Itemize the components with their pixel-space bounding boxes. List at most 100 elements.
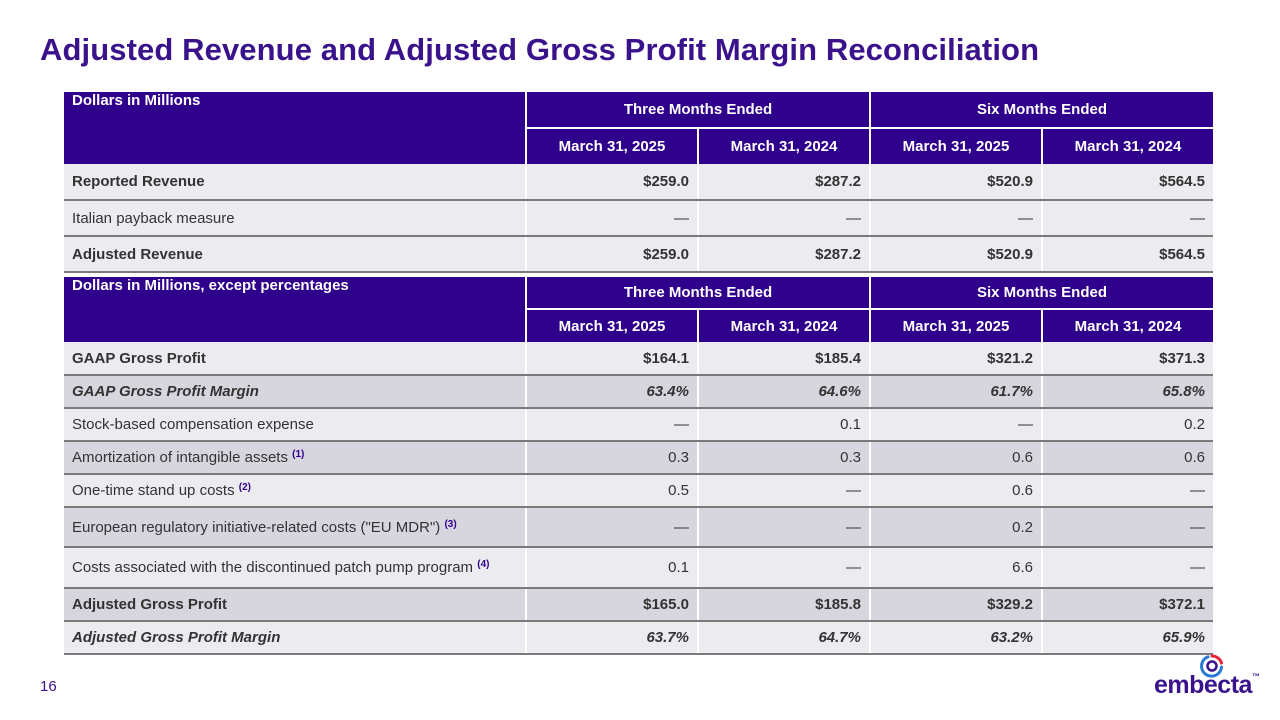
cell-value: $287.2 xyxy=(698,164,871,201)
row-label-text: GAAP Gross Profit Margin xyxy=(72,383,259,400)
cell-value: $259.0 xyxy=(526,164,699,201)
table-row: GAAP Gross Profit Margin 63.4% 64.6% 61.… xyxy=(64,375,1213,409)
row-label: Adjusted Gross Profit Margin xyxy=(64,621,527,655)
cell-value: — xyxy=(698,507,871,548)
cell-value: $259.0 xyxy=(526,236,699,273)
row-label-text: Stock-based compensation expense xyxy=(72,416,314,433)
row-label-text: Adjusted Gross Profit xyxy=(72,596,228,613)
table-header-label: Dollars in Millions, except percentages xyxy=(64,277,527,342)
row-label: GAAP Gross Profit xyxy=(64,342,527,376)
cell-value: $520.9 xyxy=(870,236,1043,273)
column-header: March 31, 2024 xyxy=(1042,309,1213,342)
group-three-months: Three Months Ended xyxy=(526,92,871,129)
trademark-symbol: ™ xyxy=(1251,672,1260,681)
cell-value: 64.6% xyxy=(698,375,871,409)
cell-value: $564.5 xyxy=(1042,236,1213,273)
cell-value: — xyxy=(1042,547,1213,589)
cell-value: 6.6 xyxy=(870,547,1043,589)
cell-value: — xyxy=(526,507,699,548)
row-label: Stock-based compensation expense xyxy=(64,408,527,442)
cell-value: $287.2 xyxy=(698,236,871,273)
cell-value: 0.1 xyxy=(526,547,699,589)
cell-value: 0.1 xyxy=(698,408,871,442)
cell-value: — xyxy=(698,200,871,237)
footnote-marker: (4) xyxy=(477,559,490,570)
cell-value: — xyxy=(1042,474,1213,508)
cell-value: 63.7% xyxy=(526,621,699,655)
row-label-text: Amortization of intangible assets xyxy=(72,449,288,466)
cell-value: — xyxy=(1042,200,1213,237)
table-header-label: Dollars in Millions xyxy=(64,92,527,164)
cell-value: 0.3 xyxy=(526,441,699,475)
cell-value: — xyxy=(526,200,699,237)
footnote-marker: (3) xyxy=(444,518,457,530)
column-header: March 31, 2024 xyxy=(698,309,871,342)
cell-value: — xyxy=(870,408,1043,442)
cell-value: — xyxy=(698,474,871,508)
row-label-text: One-time stand up costs xyxy=(72,482,235,499)
logo-text: embecta xyxy=(1154,671,1252,699)
footnote-marker: (1) xyxy=(292,449,305,460)
cell-value: 0.6 xyxy=(870,441,1043,475)
table-row: Costs associated with the discontinued p… xyxy=(64,547,1213,589)
row-label: Italian payback measure xyxy=(64,200,527,237)
row-label: Reported Revenue xyxy=(64,164,527,201)
table-row: One-time stand up costs (2) 0.5 — 0.6 — xyxy=(64,474,1213,508)
group-three-months: Three Months Ended xyxy=(526,277,871,310)
row-label: Costs associated with the discontinued p… xyxy=(64,547,527,589)
cell-value: 65.9% xyxy=(1042,621,1213,655)
table-row: European regulatory initiative-related c… xyxy=(64,507,1213,548)
table-row: Amortization of intangible assets (1) 0.… xyxy=(64,441,1213,475)
column-header: March 31, 2024 xyxy=(1042,128,1213,164)
cell-value: $372.1 xyxy=(1042,588,1213,622)
table-row: GAAP Gross Profit $164.1 $185.4 $321.2 $… xyxy=(64,342,1213,376)
row-label: European regulatory initiative-related c… xyxy=(64,507,527,548)
cell-value: 0.6 xyxy=(870,474,1043,508)
cell-value: $321.2 xyxy=(870,342,1043,376)
cell-value: 0.3 xyxy=(698,441,871,475)
cell-value: 0.2 xyxy=(870,507,1043,548)
cell-value: $564.5 xyxy=(1042,164,1213,201)
cell-value: $371.3 xyxy=(1042,342,1213,376)
row-label: Amortization of intangible assets (1) xyxy=(64,441,527,475)
cell-value: 65.8% xyxy=(1042,375,1213,409)
cell-value: $520.9 xyxy=(870,164,1043,201)
logo-wordmark: embecta™ xyxy=(1154,671,1260,700)
cell-value: — xyxy=(870,200,1043,237)
column-header: March 31, 2024 xyxy=(698,128,871,164)
cell-value: — xyxy=(1042,507,1213,548)
table-row: Adjusted Gross Profit $165.0 $185.8 $329… xyxy=(64,588,1213,622)
table-row: Adjusted Revenue $259.0 $287.2 $520.9 $5… xyxy=(64,236,1213,273)
table-row: Stock-based compensation expense — 0.1 —… xyxy=(64,408,1213,442)
gross-profit-table: Dollars in Millions, except percentages … xyxy=(64,277,1213,655)
column-header: March 31, 2025 xyxy=(870,309,1043,342)
column-header: March 31, 2025 xyxy=(526,128,699,164)
column-header: March 31, 2025 xyxy=(870,128,1043,164)
cell-value: 61.7% xyxy=(870,375,1043,409)
cell-value: 64.7% xyxy=(698,621,871,655)
cell-value: — xyxy=(698,547,871,589)
cell-value: — xyxy=(526,408,699,442)
cell-value: 0.2 xyxy=(1042,408,1213,442)
table-row: Italian payback measure — — — — xyxy=(64,200,1213,237)
cell-value: $165.0 xyxy=(526,588,699,622)
logo-mark-icon xyxy=(1200,654,1223,678)
cell-value: $185.4 xyxy=(698,342,871,376)
cell-value: $164.1 xyxy=(526,342,699,376)
cell-value: 0.5 xyxy=(526,474,699,508)
table-row: Reported Revenue $259.0 $287.2 $520.9 $5… xyxy=(64,164,1213,201)
page-number: 16 xyxy=(40,678,57,695)
revenue-table: Dollars in Millions Three Months Ended S… xyxy=(64,92,1213,273)
footnote-marker: (2) xyxy=(238,482,251,493)
row-label: GAAP Gross Profit Margin xyxy=(64,375,527,409)
cell-value: $329.2 xyxy=(870,588,1043,622)
row-label-text: GAAP Gross Profit xyxy=(72,349,206,367)
group-six-months: Six Months Ended xyxy=(870,277,1213,310)
row-label-text: Adjusted Gross Profit Margin xyxy=(72,629,281,646)
cell-value: 63.2% xyxy=(870,621,1043,655)
page-title: Adjusted Revenue and Adjusted Gross Prof… xyxy=(40,32,1040,67)
row-label-text: European regulatory initiative-related c… xyxy=(72,518,441,536)
cell-value: $185.8 xyxy=(698,588,871,622)
table-row: Adjusted Gross Profit Margin 63.7% 64.7%… xyxy=(64,621,1213,655)
row-label-text: Costs associated with the discontinued p… xyxy=(72,559,474,576)
